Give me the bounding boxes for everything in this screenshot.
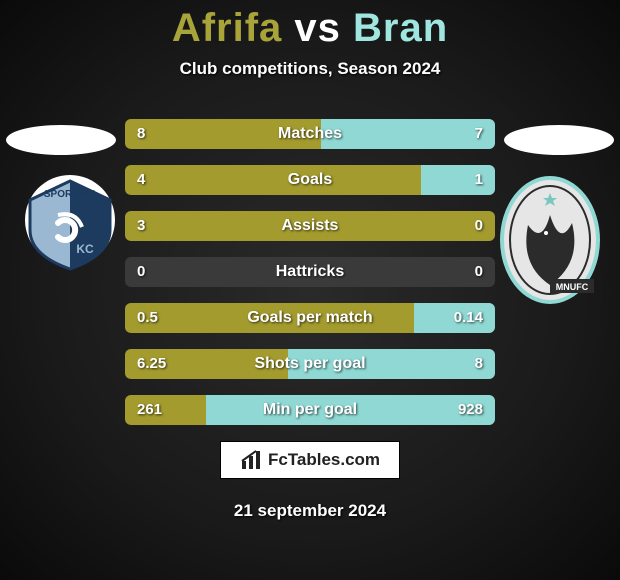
stats-container: 87Matches 41Goals 30Assists 00Hattricks 0.50… bbox=[125, 119, 495, 425]
fctables-logo: FcTables.com bbox=[220, 441, 400, 479]
subtitle: Club competitions, Season 2024 bbox=[0, 59, 620, 79]
svg-text:MNUFC: MNUFC bbox=[556, 282, 589, 292]
player2-name: Bran bbox=[353, 6, 448, 50]
footer-brand-text: FcTables.com bbox=[268, 450, 380, 470]
sporting-kc-crest-icon: SPORTING KC bbox=[20, 175, 120, 275]
stat-label: Goals per match bbox=[125, 303, 495, 333]
svg-text:SPORTING: SPORTING bbox=[44, 189, 96, 200]
stat-label: Hattricks bbox=[125, 257, 495, 287]
svg-text:KC: KC bbox=[76, 242, 94, 256]
stat-row: 87Matches bbox=[125, 119, 495, 149]
team-badge-right: MNUFC bbox=[500, 175, 600, 310]
stat-row: 30Assists bbox=[125, 211, 495, 241]
stat-row: 00Hattricks bbox=[125, 257, 495, 287]
shadow-ellipse-left bbox=[6, 125, 116, 155]
stat-label: Matches bbox=[125, 119, 495, 149]
player1-name: Afrifa bbox=[172, 6, 282, 50]
stat-row: 261928Min per goal bbox=[125, 395, 495, 425]
date-text: 21 september 2024 bbox=[0, 501, 620, 521]
mnufc-crest-icon: MNUFC bbox=[500, 175, 600, 305]
stat-label: Goals bbox=[125, 165, 495, 195]
chart-icon bbox=[240, 449, 262, 471]
stat-row: 41Goals bbox=[125, 165, 495, 195]
page-title: Afrifa vs Bran bbox=[0, 0, 620, 51]
stat-label: Shots per goal bbox=[125, 349, 495, 379]
stat-label: Min per goal bbox=[125, 395, 495, 425]
shadow-ellipse-right bbox=[504, 125, 614, 155]
stat-label: Assists bbox=[125, 211, 495, 241]
team-badge-left: SPORTING KC bbox=[20, 175, 120, 280]
stat-row: 6.258Shots per goal bbox=[125, 349, 495, 379]
vs-text: vs bbox=[294, 6, 341, 50]
stat-row: 0.50.14Goals per match bbox=[125, 303, 495, 333]
